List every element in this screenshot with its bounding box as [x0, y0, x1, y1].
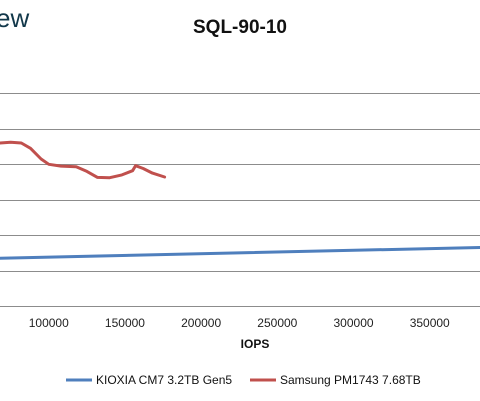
x-tick-label: 250000 [257, 316, 297, 330]
series-lines [0, 140, 480, 260]
x-axis-ticks: 100000 150000 200000 250000 300000 350000 [29, 316, 450, 330]
x-axis-title: IOPS [241, 337, 270, 351]
gridlines [0, 93, 480, 307]
legend-label-1: KIOXIA CM7 3.2TB Gen5 [96, 373, 232, 387]
x-tick-label: 100000 [29, 316, 69, 330]
series-line-1 [0, 246, 480, 260]
x-tick-label: 300000 [334, 316, 374, 330]
x-tick-label: 350000 [410, 316, 450, 330]
brand-logo-text: ew [0, 3, 29, 33]
series-line-2 [0, 140, 167, 180]
legend-label-2: Samsung PM1743 7.68TB [280, 373, 421, 387]
chart-title: SQL-90-10 [193, 17, 287, 38]
x-tick-label: 200000 [181, 316, 221, 330]
legend: KIOXIA CM7 3.2TB Gen5 Samsung PM1743 7.68… [66, 373, 421, 387]
x-tick-label: 150000 [105, 316, 145, 330]
